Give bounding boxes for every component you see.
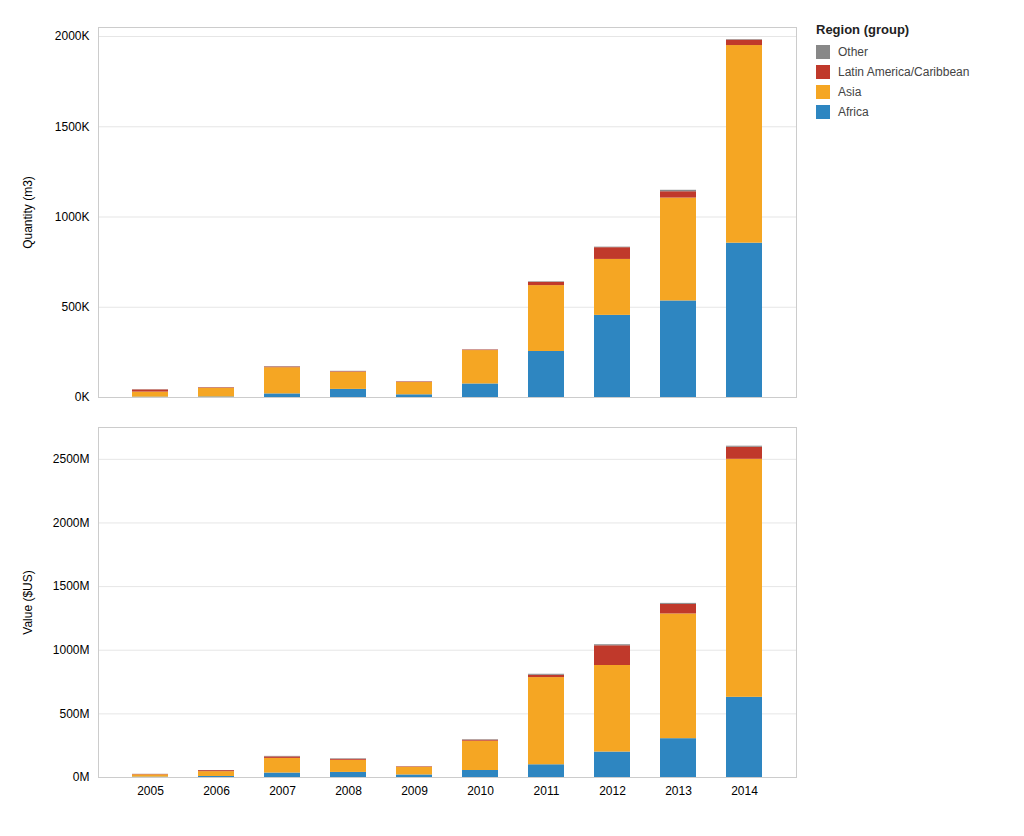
svg-text:2008: 2008 bbox=[335, 784, 362, 798]
html-text:Africa: Africa bbox=[838, 105, 869, 119]
svg-text:500M: 500M bbox=[59, 707, 89, 721]
html-text:Asia: Asia bbox=[838, 85, 862, 99]
svg-text:2007: 2007 bbox=[269, 784, 296, 798]
svg-text:2012: 2012 bbox=[599, 784, 626, 798]
svg-text:1000M: 1000M bbox=[53, 643, 90, 657]
svg-text:2500M: 2500M bbox=[53, 452, 90, 466]
svg-text:1500M: 1500M bbox=[53, 579, 90, 593]
svg-text:Value ($US): Value ($US) bbox=[21, 570, 35, 634]
svg-text:2009: 2009 bbox=[401, 784, 428, 798]
svg-text:1500K: 1500K bbox=[55, 120, 90, 134]
html-text:Latin America/Caribbean: Latin America/Caribbean bbox=[838, 65, 970, 79]
svg-text:2010: 2010 bbox=[467, 784, 494, 798]
svg-text:2000M: 2000M bbox=[53, 516, 90, 530]
svg-text:2013: 2013 bbox=[665, 784, 692, 798]
html-text:Other: Other bbox=[838, 45, 868, 59]
svg-text:2011: 2011 bbox=[534, 784, 560, 798]
svg-text:1000K: 1000K bbox=[55, 210, 90, 224]
html-text:Region (group): Region (group) bbox=[816, 22, 910, 37]
svg-text:2000K: 2000K bbox=[55, 29, 90, 43]
svg-text:Quantity (m3): Quantity (m3) bbox=[21, 176, 35, 249]
svg-text:500K: 500K bbox=[61, 300, 89, 314]
svg-text:2014: 2014 bbox=[731, 784, 758, 798]
svg-text:0M: 0M bbox=[73, 770, 90, 784]
svg-text:0K: 0K bbox=[75, 390, 90, 404]
svg-text:2006: 2006 bbox=[203, 784, 230, 798]
svg-text:2005: 2005 bbox=[137, 784, 164, 798]
